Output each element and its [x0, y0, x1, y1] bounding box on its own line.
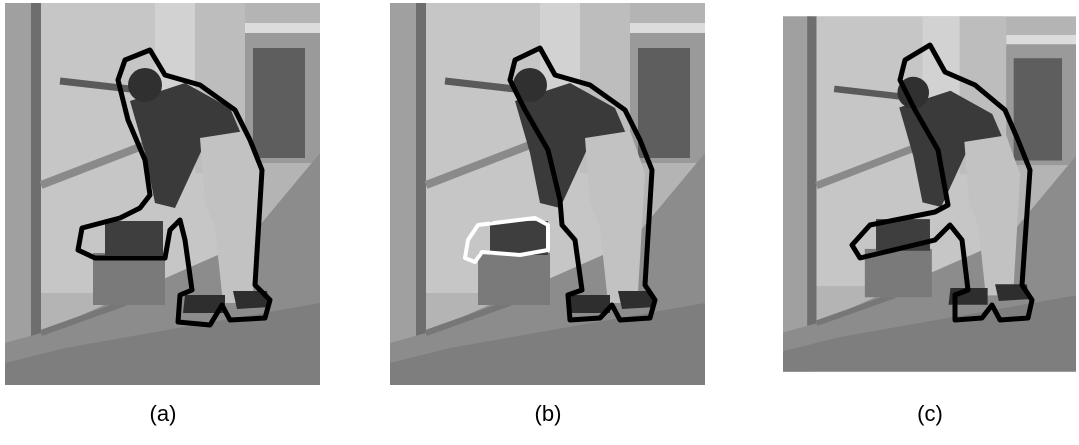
panel-a — [5, 3, 320, 385]
panel-b — [390, 3, 705, 385]
photo — [783, 16, 1076, 371]
caption: (a) — [150, 401, 177, 426]
caption: (c) — [917, 401, 943, 426]
caption: (b) — [535, 401, 562, 426]
figure: (a) (b) (c) — [0, 0, 1079, 440]
photo — [5, 3, 320, 385]
panel-c — [783, 16, 1076, 371]
